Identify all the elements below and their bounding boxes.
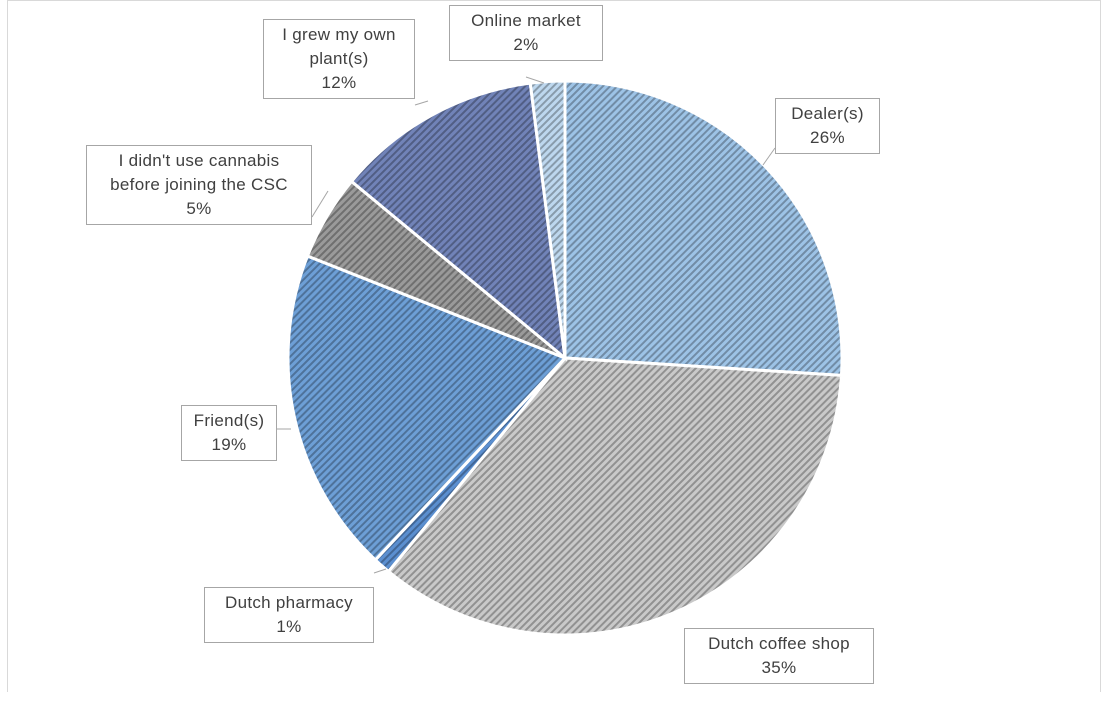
leader-lines xyxy=(277,76,776,574)
leader-line-nouse xyxy=(311,190,329,218)
label-pharmacy-name: Dutch pharmacy xyxy=(225,593,353,612)
pie-chart xyxy=(277,76,844,637)
chart-frame: Dealer(s) 26% Dutch coffee shop 35% Dutc… xyxy=(7,0,1101,692)
leader-line-grew xyxy=(414,100,429,106)
label-friends-value: 19% xyxy=(211,435,247,454)
label-nouse: I didn't use cannabis before joining the… xyxy=(86,145,312,225)
label-online-value: 2% xyxy=(513,35,539,54)
leader-line-dealers xyxy=(762,147,776,166)
label-pharmacy: Dutch pharmacy 1% xyxy=(204,587,374,643)
label-online-name: Online market xyxy=(471,11,581,30)
pie-slice-online xyxy=(528,79,567,359)
label-coffee-name: Dutch coffee shop xyxy=(708,634,850,653)
label-online: Online market 2% xyxy=(449,5,603,61)
label-friends-name: Friend(s) xyxy=(193,411,265,430)
label-nouse-line1: I didn't use cannabis xyxy=(118,151,280,170)
label-dealers-value: 26% xyxy=(810,128,845,147)
label-coffee: Dutch coffee shop 35% xyxy=(684,628,874,684)
label-pharmacy-value: 1% xyxy=(276,617,302,636)
label-grew-value: 12% xyxy=(321,73,357,92)
leader-line-online xyxy=(525,76,545,84)
label-grew-line1: I grew my own xyxy=(282,25,396,44)
label-coffee-value: 35% xyxy=(761,658,797,677)
leader-line-pharmacy xyxy=(373,568,387,574)
label-friends: Friend(s) 19% xyxy=(181,405,277,461)
label-dealers: Dealer(s) 26% xyxy=(775,98,880,154)
pie-slices xyxy=(286,79,844,637)
label-nouse-value: 5% xyxy=(186,199,212,218)
label-grew: I grew my own plant(s) 12% xyxy=(263,19,415,99)
label-nouse-line2: before joining the CSC xyxy=(110,175,288,194)
label-dealers-name: Dealer(s) xyxy=(791,104,864,123)
label-grew-line2: plant(s) xyxy=(309,49,369,68)
pie-slice-grew xyxy=(349,81,567,362)
pie-slice-dealers xyxy=(563,79,844,377)
pie-slice-coffee xyxy=(386,356,844,637)
